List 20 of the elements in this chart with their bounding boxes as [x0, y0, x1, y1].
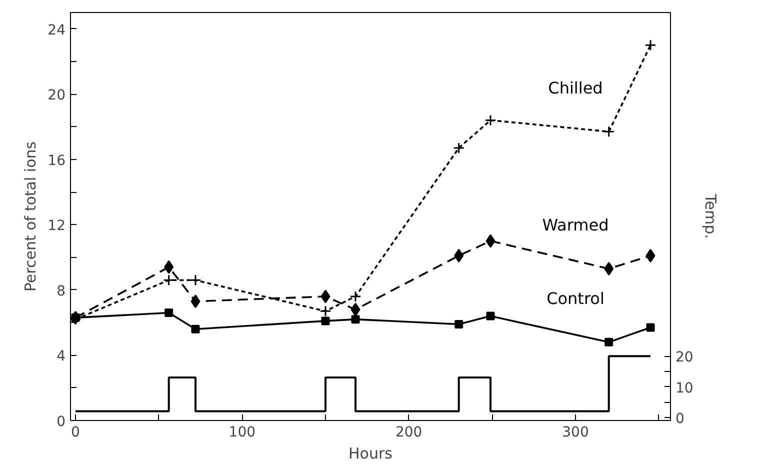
x-tick-label: 200 — [395, 424, 422, 440]
x-axis-title: Hours — [348, 444, 393, 462]
x-tick-label: 300 — [562, 424, 589, 440]
y-tick-label: 0 — [56, 414, 66, 430]
x-tick-label: 100 — [228, 424, 256, 440]
series-label: Control — [546, 289, 604, 308]
x-tick-label: 0 — [71, 424, 80, 440]
y2-tick-label: 10 — [676, 380, 694, 396]
series-label: Chilled — [548, 78, 603, 98]
y2-tick-label: 0 — [676, 410, 684, 427]
y-tick-label: 20 — [48, 88, 66, 104]
y-tick-label: 12 — [48, 218, 66, 234]
y-tick-label: 4 — [56, 348, 66, 365]
y2-tick-label: 20 — [676, 350, 694, 366]
series-label: Warmed — [542, 216, 609, 235]
y-tick-label: 16 — [48, 152, 66, 169]
y-tick-label: 8 — [56, 283, 66, 300]
y-tick-label: 24 — [48, 22, 66, 38]
y2-axis-title: Temp. — [701, 193, 720, 239]
y-axis-title: Percent of total ions — [22, 141, 40, 292]
